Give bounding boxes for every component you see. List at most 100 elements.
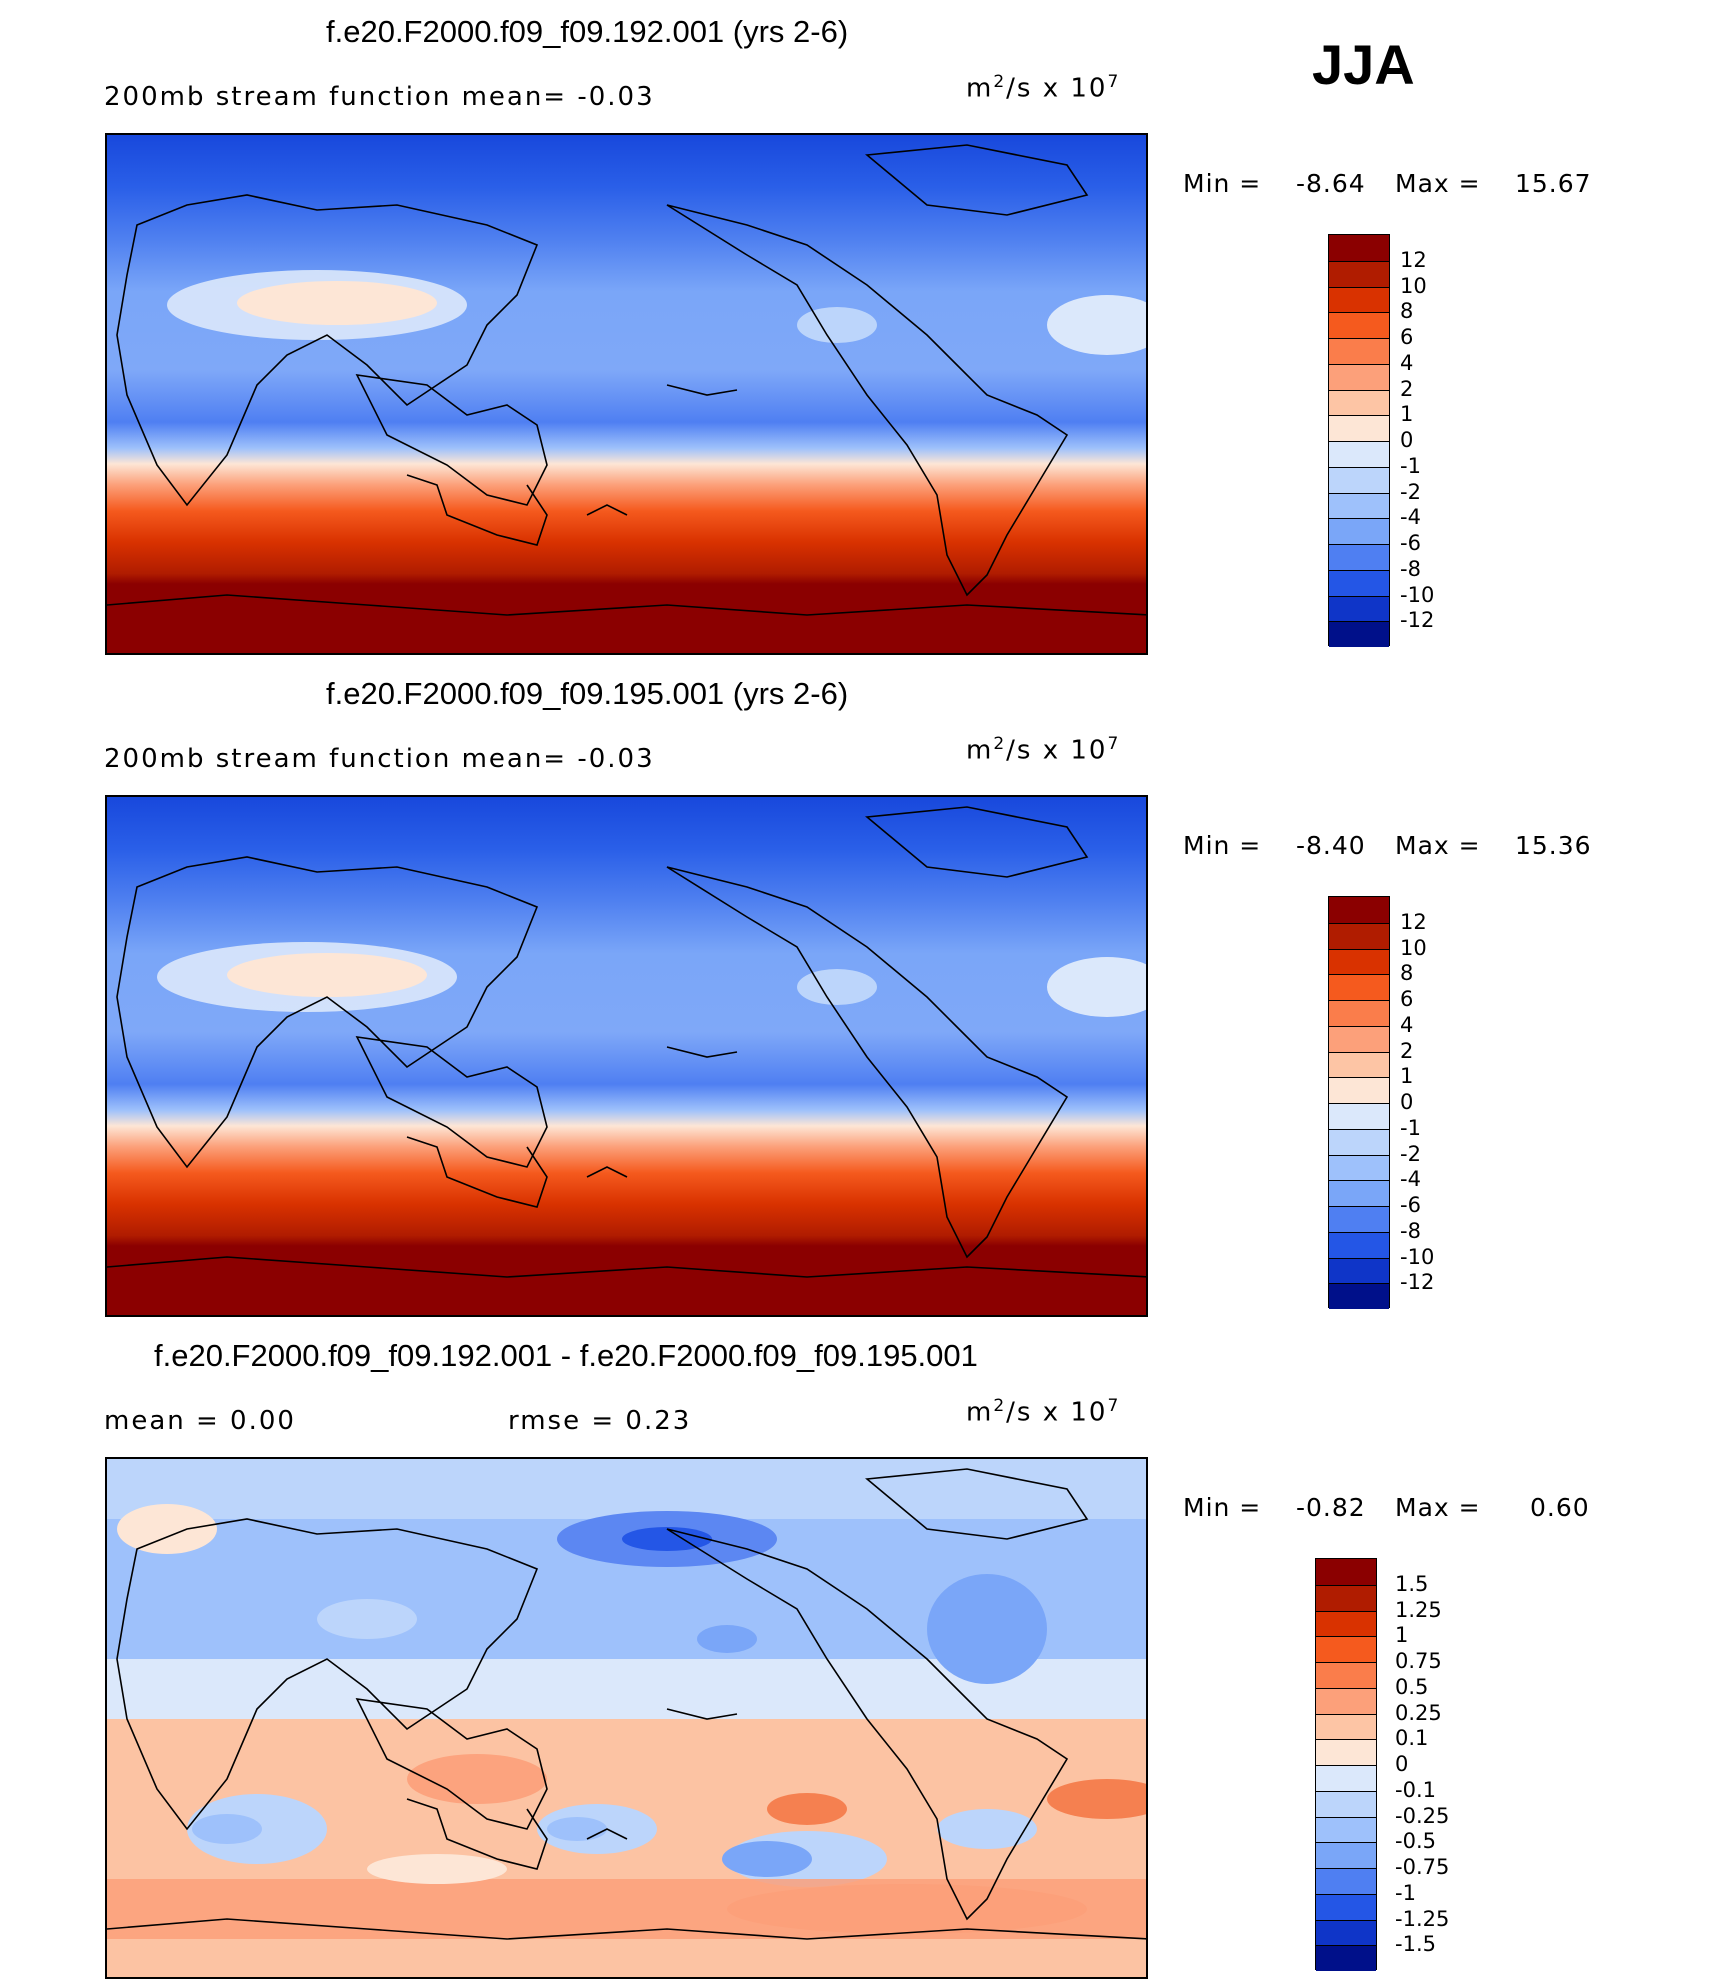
colorbar-segment: [1329, 286, 1389, 313]
colorbar-label: 4: [1400, 350, 1414, 375]
colorbar-label: 6: [1400, 987, 1414, 1011]
panel-1-colorbar: [1328, 234, 1390, 647]
colorbar-label: 0.75: [1395, 1649, 1442, 1673]
panel-2-colorbar: [1328, 896, 1390, 1309]
panel-3-min-value: -0.82: [1296, 1493, 1366, 1522]
panel-1-min-value: -8.64: [1296, 169, 1366, 198]
colorbar-label: 4: [1400, 1012, 1414, 1037]
panel-3-units: m2/s x 107: [966, 1396, 1121, 1428]
colorbar-segment: [1316, 1790, 1376, 1817]
colorbar-segment: [1316, 1765, 1376, 1791]
colorbar-label: -8: [1400, 1218, 1421, 1243]
panel-3-colorbar: [1315, 1558, 1377, 1971]
coastline-lines: [107, 144, 1146, 616]
colorbar-label: -1: [1395, 1880, 1416, 1905]
colorbar-label: 0: [1400, 1090, 1414, 1114]
colorbar-segment: [1329, 569, 1389, 596]
season-label: JJA: [1312, 33, 1415, 96]
colorbar-segment: [1316, 1919, 1376, 1946]
panel-3-min-label: Min =: [1183, 1493, 1262, 1522]
panel-1-map: [105, 133, 1148, 655]
colorbar-label: 1: [1400, 402, 1414, 427]
colorbar-label: 0: [1400, 428, 1414, 452]
colorbar-label: 0.5: [1395, 1674, 1429, 1699]
coastline-lines: [107, 1468, 1146, 1940]
panel-2-field-label: 200mb stream function mean= -0.03: [104, 744, 655, 774]
panel-1-max-value: 15.67: [1515, 169, 1592, 198]
colorbar-label: -2: [1400, 479, 1421, 504]
colorbar-label: -6: [1400, 1193, 1421, 1217]
colorbar-label: 1: [1395, 1623, 1409, 1648]
colorbar-label: -0.25: [1395, 1803, 1450, 1828]
colorbar-label: 2: [1400, 1038, 1414, 1063]
colorbar-segment: [1329, 415, 1389, 441]
panel-3-title: f.e20.F2000.f09_f09.192.001 - f.e20.F200…: [154, 1338, 978, 1373]
panel-1-min-label: Min =: [1183, 169, 1262, 198]
colorbar-segment: [1329, 1128, 1389, 1155]
colorbar-segment: [1329, 1000, 1389, 1026]
panel-1-max-label: Max =: [1395, 169, 1481, 198]
colorbar-label: 12: [1400, 247, 1427, 272]
colorbar-segment: [1329, 260, 1389, 287]
panel-2-max-label: Max =: [1395, 831, 1481, 860]
colorbar-label: 6: [1400, 325, 1414, 349]
colorbar-label: -0.1: [1395, 1777, 1436, 1802]
colorbar-segment: [1316, 1842, 1376, 1868]
colorbar-segment: [1329, 1257, 1389, 1284]
panel-3-map: [105, 1457, 1148, 1979]
panel-1-field-label: 200mb stream function mean= -0.03: [104, 82, 655, 112]
panel-2-title: f.e20.F2000.f09_f09.195.001 (yrs 2-6): [326, 676, 849, 711]
colorbar-segment: [1329, 1103, 1389, 1129]
colorbar-label: 12: [1400, 909, 1427, 934]
colorbar-segment: [1316, 1713, 1376, 1740]
colorbar-label: 8: [1400, 961, 1414, 986]
colorbar-segment: [1329, 466, 1389, 493]
panel-2-min-value: -8.40: [1296, 831, 1366, 860]
panel-3-rmse-label: rmse = 0.23: [508, 1406, 692, 1436]
colorbar-label: -4: [1400, 1167, 1421, 1192]
colorbar-segment: [1329, 1154, 1389, 1181]
colorbar-label: 0: [1395, 1752, 1409, 1776]
colorbar-label: -1: [1400, 1115, 1421, 1140]
colorbar-label: 0.1: [1395, 1726, 1429, 1751]
colorbar-segment: [1316, 1559, 1376, 1585]
colorbar-segment: [1329, 621, 1389, 647]
colorbar-label: -0.75: [1395, 1855, 1450, 1879]
colorbar-segment: [1316, 1816, 1376, 1843]
colorbar-label: -12: [1400, 608, 1435, 633]
colorbar-label: -10: [1400, 582, 1435, 607]
colorbar-label: 1.5: [1395, 1571, 1429, 1596]
colorbar-segment: [1329, 235, 1389, 261]
panel-1-units: m2/s x 107: [966, 72, 1121, 104]
colorbar-label: -4: [1400, 505, 1421, 530]
colorbar-label: -2: [1400, 1141, 1421, 1166]
colorbar-segment: [1316, 1868, 1376, 1894]
colorbar-label: 1.25: [1395, 1597, 1442, 1622]
colorbar-label: -0.5: [1395, 1829, 1436, 1854]
colorbar-segment: [1316, 1610, 1376, 1637]
colorbar-segment: [1316, 1636, 1376, 1662]
colorbar-segment: [1329, 1051, 1389, 1078]
colorbar-segment: [1316, 1584, 1376, 1611]
colorbar-segment: [1316, 1893, 1376, 1920]
colorbar-segment: [1329, 492, 1389, 519]
colorbar-segment: [1329, 1231, 1389, 1258]
panel-2-units: m2/s x 107: [966, 734, 1121, 766]
colorbar-segment: [1329, 338, 1389, 364]
panel-2-map: [105, 795, 1148, 1317]
colorbar-label: 8: [1400, 299, 1414, 324]
colorbar-segment: [1329, 544, 1389, 570]
colorbar-label: 0.25: [1395, 1700, 1442, 1725]
colorbar-segment: [1329, 1283, 1389, 1309]
colorbar-label: 10: [1400, 273, 1427, 298]
colorbar-label: -1.5: [1395, 1932, 1436, 1957]
colorbar-label: -12: [1400, 1270, 1435, 1295]
colorbar-segment: [1329, 1206, 1389, 1232]
colorbar-segment: [1329, 1077, 1389, 1103]
colorbar-label: 1: [1400, 1064, 1414, 1089]
colorbar-segment: [1316, 1945, 1376, 1971]
colorbar-label: 10: [1400, 935, 1427, 960]
colorbar-segment: [1329, 948, 1389, 975]
colorbar-segment: [1329, 518, 1389, 544]
colorbar-segment: [1329, 1180, 1389, 1206]
